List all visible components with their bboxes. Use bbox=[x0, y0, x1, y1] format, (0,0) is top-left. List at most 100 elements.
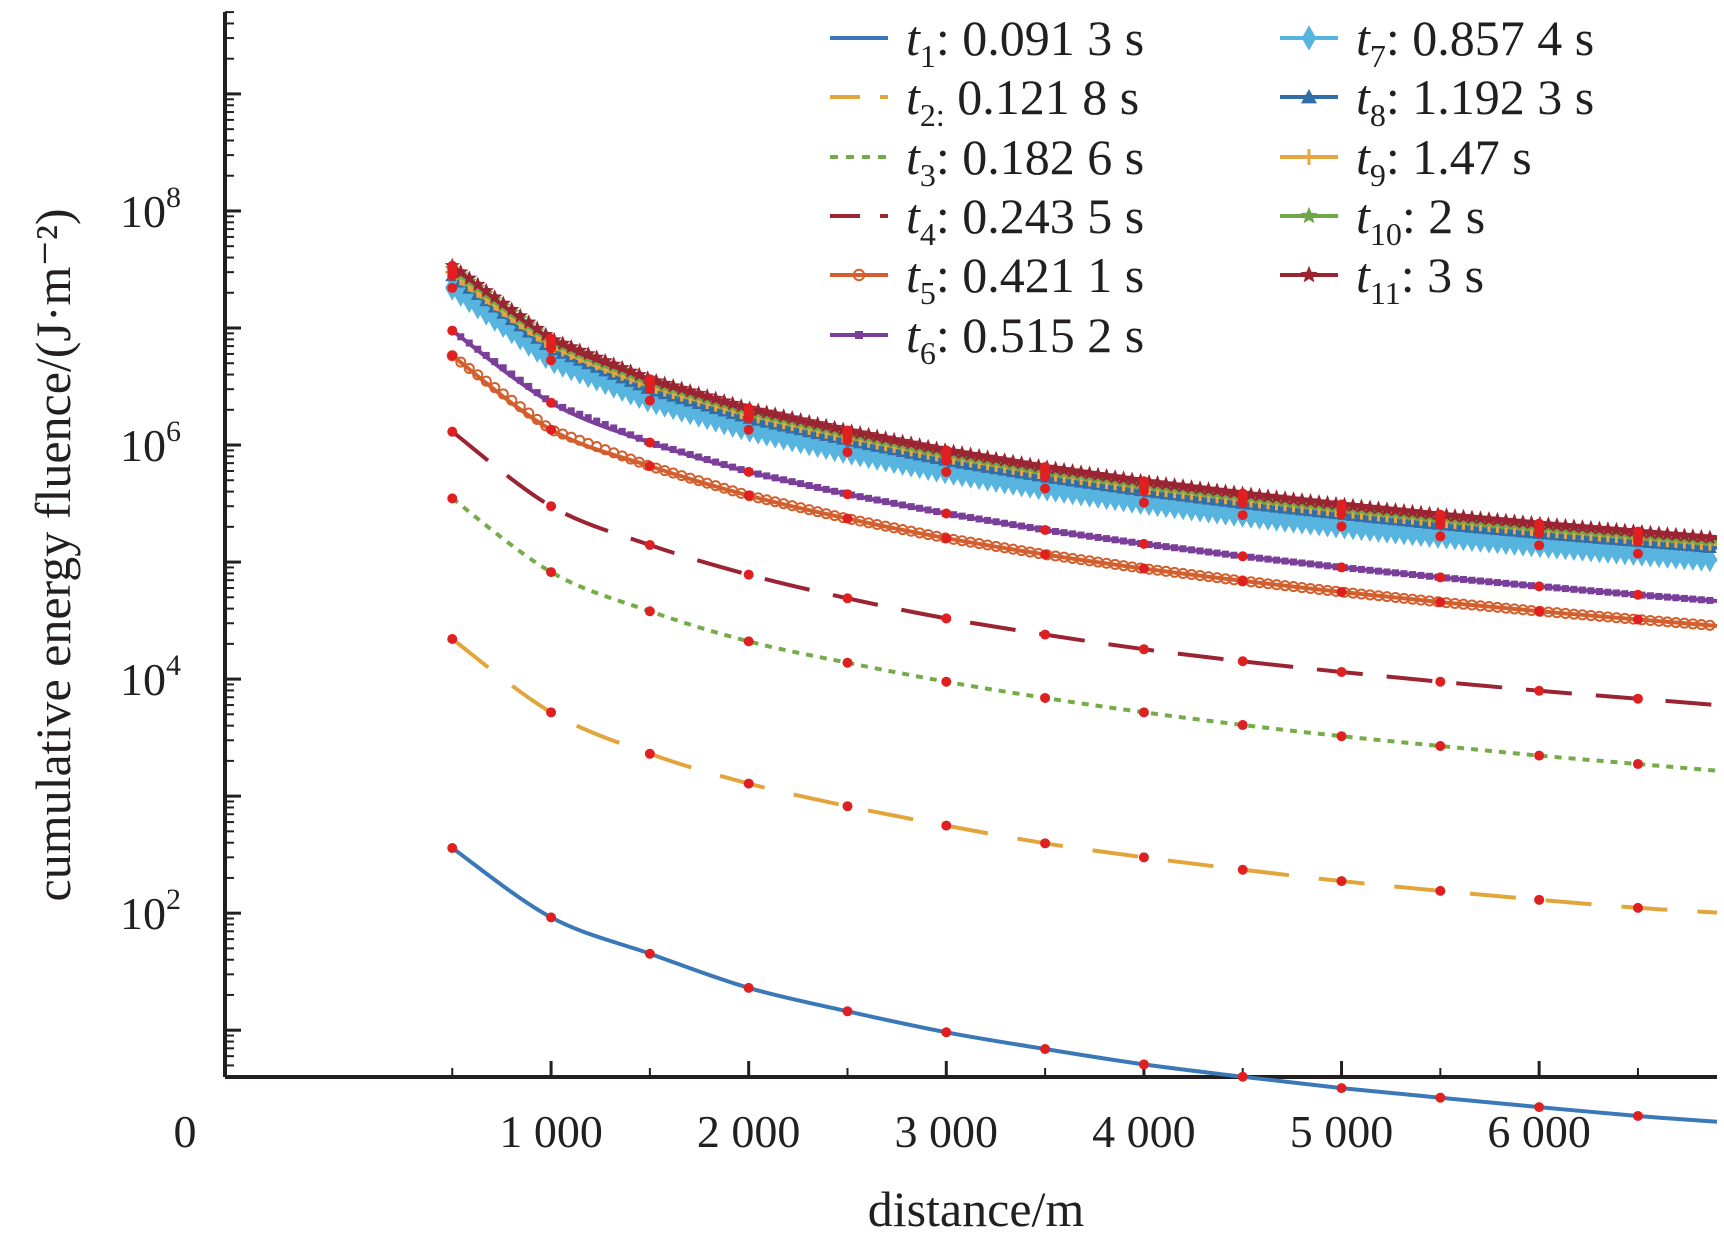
series-marker bbox=[810, 415, 826, 431]
sample-dot bbox=[842, 489, 853, 500]
series-marker bbox=[814, 483, 822, 491]
series-marker bbox=[1196, 547, 1204, 555]
series-marker bbox=[886, 431, 902, 447]
x-tick-label: 3 000 bbox=[895, 1106, 999, 1157]
series-marker bbox=[665, 378, 681, 393]
series-marker bbox=[861, 426, 877, 442]
series-marker bbox=[674, 380, 690, 396]
series-marker bbox=[1328, 495, 1344, 511]
series-marker bbox=[489, 381, 501, 394]
sample-dot bbox=[842, 801, 853, 812]
series-marker bbox=[920, 455, 936, 482]
sample-dot bbox=[842, 657, 853, 668]
series-marker bbox=[793, 428, 808, 455]
sample-dot bbox=[1534, 750, 1545, 761]
sample-dot bbox=[743, 403, 754, 414]
sample-dot bbox=[941, 820, 952, 831]
sample-dot bbox=[1336, 876, 1347, 887]
series-marker bbox=[589, 349, 605, 364]
series-marker bbox=[869, 428, 885, 443]
sample-dot bbox=[1138, 538, 1149, 549]
sample-dot bbox=[644, 948, 655, 959]
sample-dot bbox=[1237, 656, 1248, 667]
series-marker bbox=[1311, 510, 1327, 537]
series-marker bbox=[1481, 511, 1497, 526]
series-marker bbox=[733, 398, 749, 413]
series-marker bbox=[514, 401, 526, 413]
series-marker bbox=[1222, 550, 1230, 558]
series-marker bbox=[1489, 511, 1506, 527]
series-marker bbox=[497, 388, 509, 400]
sample-dot bbox=[941, 508, 952, 519]
series-marker bbox=[1561, 585, 1569, 593]
sample-dot bbox=[1435, 597, 1446, 608]
series-marker bbox=[1094, 533, 1102, 541]
series-marker bbox=[1362, 499, 1378, 514]
series-marker bbox=[958, 512, 966, 520]
series-marker bbox=[1651, 525, 1667, 540]
sample-dot bbox=[1138, 1059, 1149, 1070]
series-marker bbox=[1447, 508, 1463, 523]
series-marker bbox=[946, 443, 962, 459]
series-marker bbox=[1693, 528, 1709, 544]
series-marker bbox=[1476, 577, 1484, 585]
series-marker bbox=[623, 363, 639, 378]
series-line bbox=[451, 846, 1718, 1124]
series-marker bbox=[771, 474, 779, 482]
series-marker bbox=[461, 270, 477, 285]
sample-dot bbox=[447, 260, 458, 271]
sample-dot bbox=[1336, 666, 1347, 677]
sample-dot bbox=[842, 1006, 853, 1017]
sample-dot bbox=[941, 533, 952, 544]
sample-dot bbox=[1632, 759, 1643, 770]
series-marker bbox=[1200, 481, 1217, 496]
series-marker bbox=[805, 482, 813, 490]
series-marker bbox=[903, 452, 919, 478]
series-marker bbox=[1107, 469, 1123, 484]
series-marker bbox=[1009, 521, 1017, 529]
series-marker bbox=[1617, 522, 1633, 538]
sample-dot bbox=[941, 676, 952, 687]
series-marker bbox=[988, 467, 1004, 494]
series-marker bbox=[1300, 265, 1318, 283]
series-marker bbox=[538, 326, 554, 342]
series-marker bbox=[1103, 535, 1111, 543]
sample-dot bbox=[842, 513, 853, 524]
series-marker bbox=[1209, 482, 1225, 497]
series-marker bbox=[1425, 572, 1433, 580]
sample-dot bbox=[941, 466, 952, 477]
series-marker bbox=[1498, 512, 1514, 528]
series-marker bbox=[1069, 530, 1077, 538]
series-marker bbox=[750, 402, 766, 417]
sample-dot bbox=[1534, 518, 1545, 529]
series-marker bbox=[1383, 568, 1391, 576]
sample-dot bbox=[1336, 731, 1347, 742]
x-tick-label: 2 000 bbox=[697, 1106, 801, 1157]
sample-dot bbox=[743, 636, 754, 647]
series-marker bbox=[933, 508, 941, 516]
series-marker bbox=[855, 331, 863, 339]
series-marker bbox=[1162, 543, 1170, 551]
sample-dot bbox=[1040, 462, 1051, 473]
legend-label: t1: 0.091 3 s bbox=[906, 10, 1144, 74]
series-marker bbox=[946, 460, 961, 486]
series-marker bbox=[1307, 560, 1315, 568]
series-marker bbox=[1417, 571, 1425, 579]
series-marker bbox=[1141, 490, 1157, 517]
series-marker bbox=[916, 504, 924, 512]
series-marker bbox=[716, 393, 732, 408]
series-marker bbox=[1111, 536, 1119, 544]
series-marker bbox=[1507, 530, 1522, 556]
series-marker bbox=[606, 356, 622, 371]
series-marker bbox=[759, 404, 775, 419]
sample-dot bbox=[1040, 838, 1051, 849]
series-marker bbox=[1302, 493, 1319, 508]
x-tick-label: 0 bbox=[174, 1106, 197, 1157]
legend-entry-9: t9: 1.47 s bbox=[1280, 129, 1532, 193]
series-marker bbox=[1680, 594, 1688, 602]
series-marker bbox=[818, 417, 834, 433]
sample-dot bbox=[447, 282, 458, 293]
legend-entry-8: t8: 1.192 3 s bbox=[1280, 69, 1594, 133]
series-marker bbox=[1689, 595, 1697, 603]
series-marker bbox=[1301, 89, 1317, 104]
